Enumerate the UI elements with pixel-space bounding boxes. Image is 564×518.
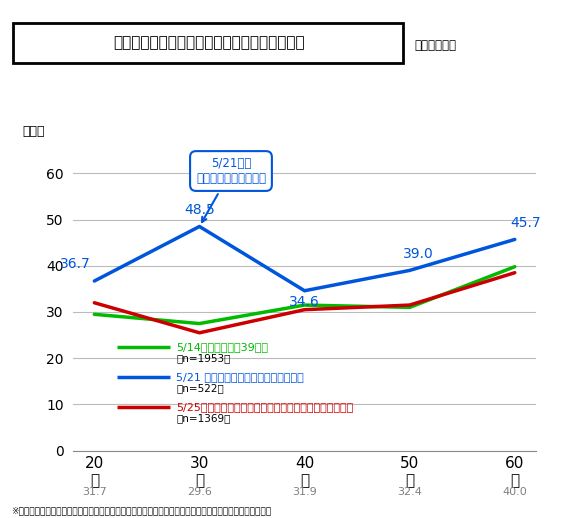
Text: （n=1369）: （n=1369） (177, 413, 231, 423)
Text: 40.0: 40.0 (503, 487, 527, 497)
Text: 39.0: 39.0 (403, 247, 434, 261)
Text: 31.9: 31.9 (292, 487, 317, 497)
Text: 5/14解除エリア（39県）: 5/14解除エリア（39県） (177, 342, 268, 352)
Text: （n=1953）: （n=1953） (177, 353, 231, 363)
FancyBboxPatch shape (14, 23, 403, 63)
Text: （複数回答）: （複数回答） (415, 39, 456, 52)
Text: 32.4: 32.4 (397, 487, 422, 497)
Text: 5/25解除エリア（北海道・東京・神奈川・埼玉・千葉）: 5/25解除エリア（北海道・東京・神奈川・埼玉・千葉） (177, 402, 354, 412)
Text: 48.5: 48.5 (184, 203, 215, 217)
Text: ※㈱リサーチ・アンド・ディベロプメント　「新型コロナウイルス流行による生活行動変化自主調査」より: ※㈱リサーチ・アンド・ディベロプメント 「新型コロナウイルス流行による生活行動変… (11, 507, 271, 515)
Text: 36.7: 36.7 (60, 257, 91, 271)
Text: 5/21 解除エリア（大阪・京都・兵庫）: 5/21 解除エリア（大阪・京都・兵庫） (177, 372, 304, 382)
Text: 45.7: 45.7 (510, 216, 541, 230)
Text: 5/21解除
（大阪・京都・兵庫）: 5/21解除 （大阪・京都・兵庫） (196, 157, 266, 222)
Text: （％）: （％） (23, 125, 45, 138)
Text: 29.6: 29.6 (187, 487, 212, 497)
Text: （n=522）: （n=522） (177, 383, 224, 393)
Text: 34.6: 34.6 (289, 295, 320, 309)
Text: 31.7: 31.7 (82, 487, 107, 497)
Text: 政治や社会の制度について考えるようになった: 政治や社会の制度について考えるようになった (113, 35, 305, 50)
